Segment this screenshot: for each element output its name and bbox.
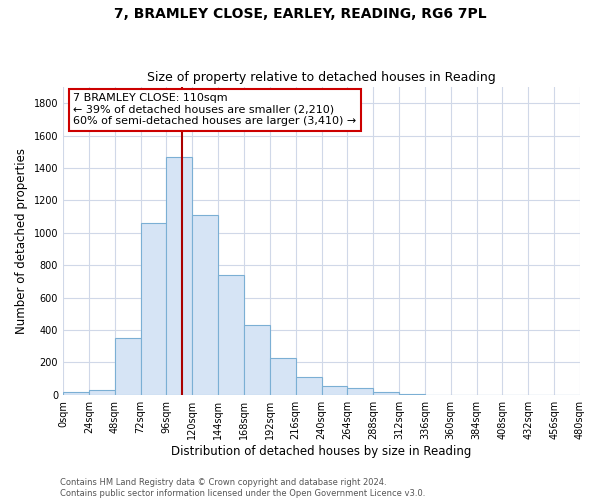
Y-axis label: Number of detached properties: Number of detached properties xyxy=(15,148,28,334)
Bar xyxy=(89,390,115,395)
Bar xyxy=(115,338,140,395)
Bar xyxy=(140,223,166,395)
Bar xyxy=(218,275,244,395)
Bar xyxy=(192,215,218,395)
Bar xyxy=(244,325,270,395)
Bar xyxy=(322,386,347,395)
Bar xyxy=(166,156,192,395)
Bar xyxy=(347,388,373,395)
Text: 7, BRAMLEY CLOSE, EARLEY, READING, RG6 7PL: 7, BRAMLEY CLOSE, EARLEY, READING, RG6 7… xyxy=(113,8,487,22)
Bar xyxy=(373,392,399,395)
Text: 7 BRAMLEY CLOSE: 110sqm
← 39% of detached houses are smaller (2,210)
60% of semi: 7 BRAMLEY CLOSE: 110sqm ← 39% of detache… xyxy=(73,93,356,126)
Text: Contains HM Land Registry data © Crown copyright and database right 2024.
Contai: Contains HM Land Registry data © Crown c… xyxy=(60,478,425,498)
Bar xyxy=(63,392,89,395)
Bar xyxy=(270,358,296,395)
Bar xyxy=(399,394,425,395)
Title: Size of property relative to detached houses in Reading: Size of property relative to detached ho… xyxy=(147,72,496,85)
Bar xyxy=(296,377,322,395)
X-axis label: Distribution of detached houses by size in Reading: Distribution of detached houses by size … xyxy=(172,444,472,458)
